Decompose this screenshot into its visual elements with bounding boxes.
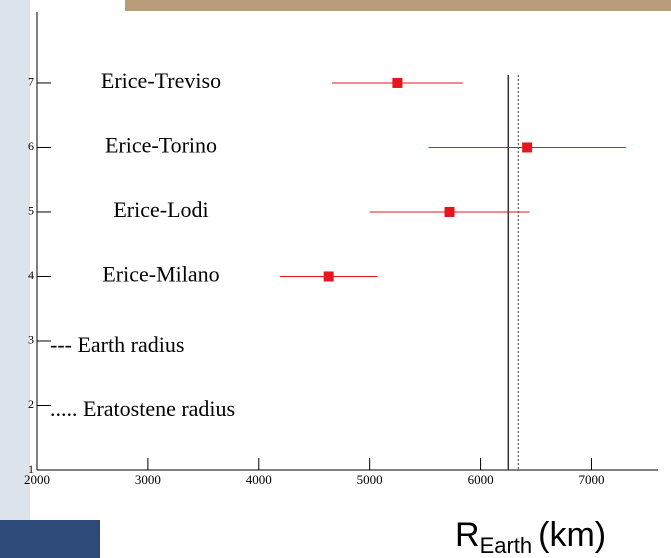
- photo-strip: [125, 0, 671, 11]
- series-label: Erice-Milano: [102, 262, 219, 287]
- x-axis-label: REarth (km): [455, 516, 606, 558]
- y-tick-label: 1: [28, 462, 34, 476]
- x-tick-label: 7000: [578, 472, 604, 487]
- marker: [444, 206, 455, 217]
- reference-label: ..... Eratostene radius: [50, 396, 235, 421]
- slide-block: [0, 520, 100, 558]
- series-label: Erice-Treviso: [101, 68, 221, 93]
- x-tick-label: 2000: [24, 472, 50, 487]
- y-tick-label: 5: [28, 204, 34, 218]
- x-tick-label: 5000: [357, 472, 383, 487]
- plot-panel: [30, 11, 671, 558]
- y-tick-label: 6: [28, 139, 34, 153]
- x-label-unit: (km): [538, 516, 606, 554]
- x-label-sub: Earth: [480, 533, 533, 558]
- y-tick-label: 7: [28, 75, 34, 89]
- x-tick-label: 4000: [246, 472, 272, 487]
- marker: [323, 271, 334, 282]
- marker: [392, 77, 403, 88]
- series-label: Erice-Lodi: [113, 197, 208, 222]
- series-label: Erice-Torino: [105, 133, 217, 158]
- y-tick-label: 4: [28, 268, 34, 282]
- y-tick-label: 2: [28, 397, 34, 411]
- reference-label: --- Earth radius: [50, 332, 184, 357]
- marker: [522, 142, 533, 153]
- x-tick-label: 6000: [468, 472, 494, 487]
- y-tick-label: 3: [28, 333, 34, 347]
- x-label-main: R: [455, 516, 480, 554]
- x-tick-label: 3000: [135, 472, 161, 487]
- slide-strip: [0, 0, 30, 558]
